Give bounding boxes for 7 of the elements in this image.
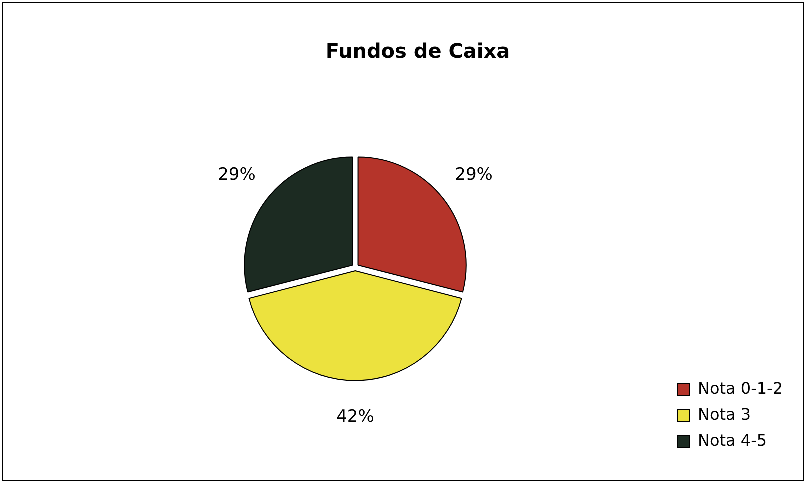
legend-label: Nota 3 bbox=[698, 405, 752, 424]
data-label: 29% bbox=[218, 164, 256, 185]
legend-label: Nota 4-5 bbox=[698, 431, 768, 450]
legend-label: Nota 0-1-2 bbox=[698, 379, 784, 398]
chart-title: Fundos de Caixa bbox=[326, 39, 510, 64]
data-label: 29% bbox=[455, 164, 493, 185]
data-label: 42% bbox=[336, 406, 374, 427]
